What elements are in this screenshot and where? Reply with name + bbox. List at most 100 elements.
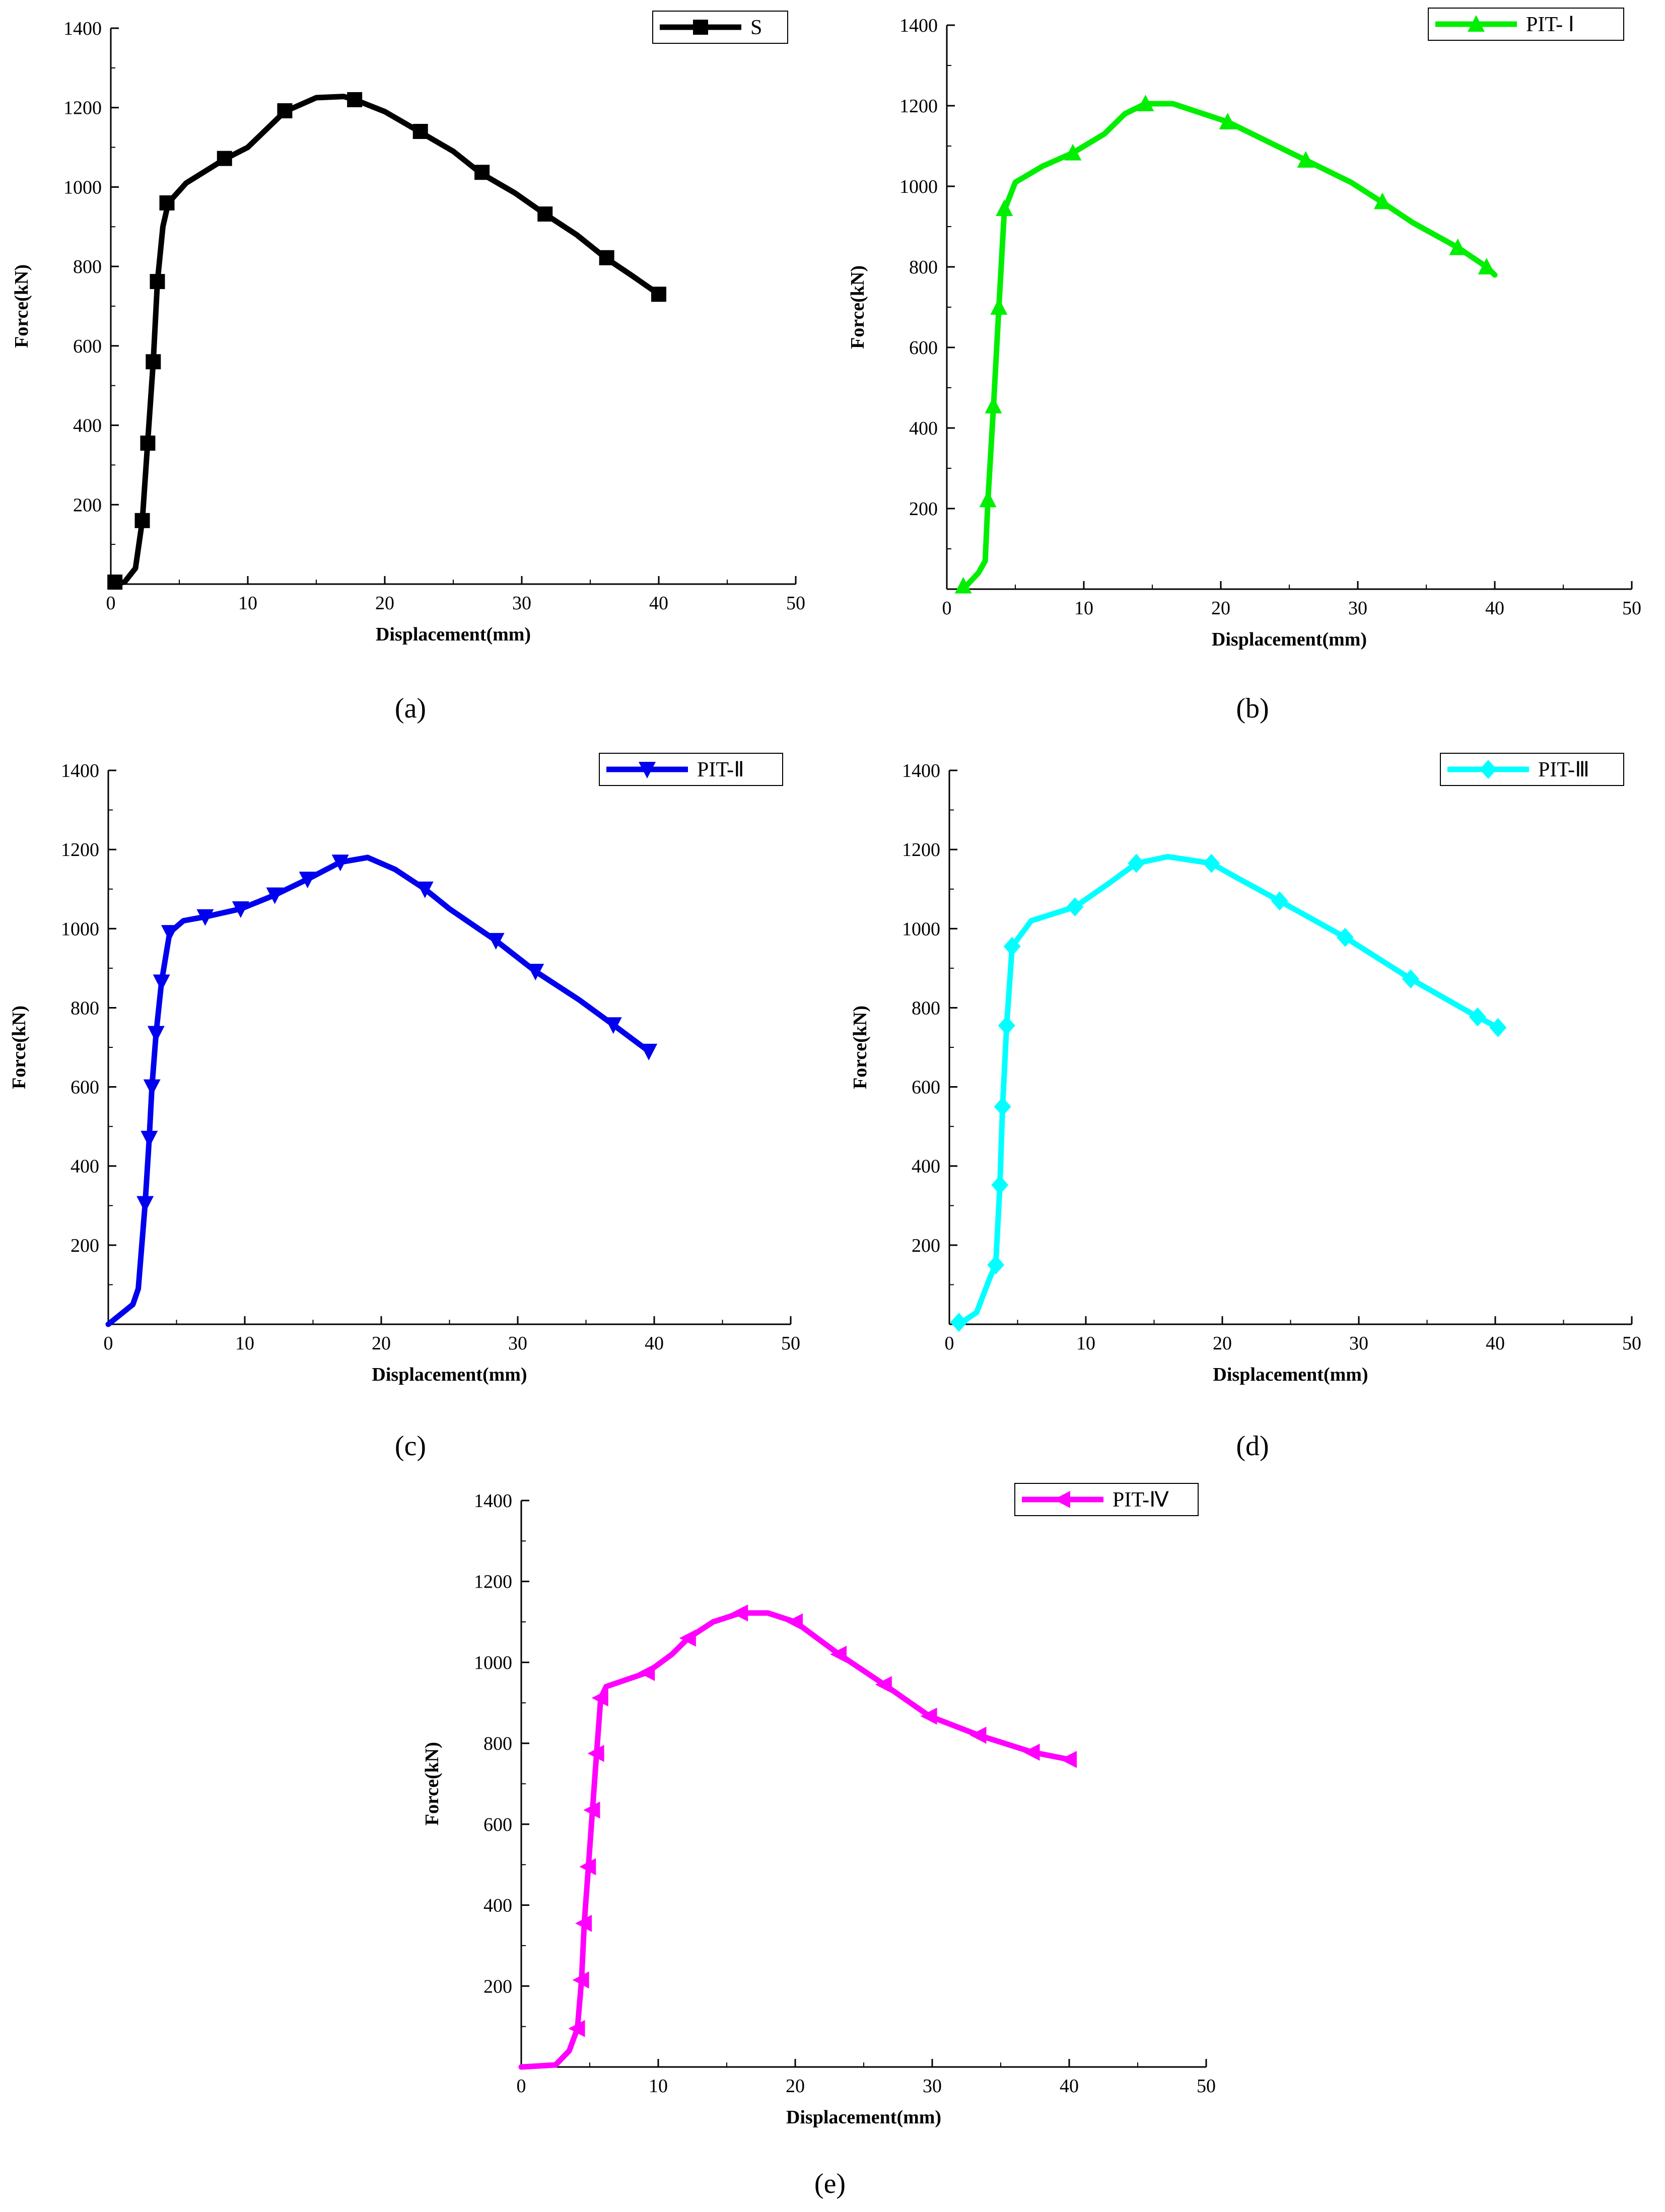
x-tick-label: 40 xyxy=(645,1333,664,1354)
x-tick-label: 40 xyxy=(1060,2076,1079,2097)
data-point xyxy=(1478,258,1495,274)
data-point xyxy=(579,1858,596,1876)
data-point xyxy=(136,1196,154,1213)
y-tick-label: 1000 xyxy=(474,1652,512,1673)
data-point xyxy=(985,397,1002,413)
x-tick-label: 50 xyxy=(1622,1333,1641,1354)
data-point xyxy=(920,1707,937,1725)
chart-panel-b: 0 10 20 30 40 50 200 400 600 800 1000 1200 1400 Displ… xyxy=(847,8,1641,724)
legend-marker xyxy=(693,20,708,35)
y-tick-label: 1000 xyxy=(63,177,102,198)
y-axis-title: Force(kN) xyxy=(847,265,868,349)
chart-panel-d: 0 10 20 30 40 50 200 400 600 800 1000 1200 1400 Displ… xyxy=(850,753,1641,1462)
chart-panel-e: 0 10 20 30 40 50 200 400 600 800 1000 1200 1400 Displ… xyxy=(422,1483,1216,2199)
data-point xyxy=(217,151,232,166)
y-tick-label: 1000 xyxy=(899,176,938,197)
y-tick-label: 1400 xyxy=(61,760,99,781)
legend: PIT-Ⅲ xyxy=(1440,753,1624,786)
x-axis-title: Displacement(mm) xyxy=(786,2107,941,2128)
data-point xyxy=(1402,969,1419,989)
x-tick-label: 50 xyxy=(786,593,805,614)
y-tick-label: 400 xyxy=(483,1895,512,1916)
x-tick-label: 40 xyxy=(649,593,668,614)
data-point xyxy=(134,513,150,528)
data-point xyxy=(604,1017,622,1034)
legend-marker xyxy=(1468,15,1485,32)
data-point xyxy=(679,1629,696,1647)
data-point xyxy=(1449,238,1467,255)
data-point xyxy=(994,1097,1011,1116)
y-tick-label: 400 xyxy=(909,418,938,439)
data-point xyxy=(196,909,214,926)
y-axis-title: Force(kN) xyxy=(850,1006,871,1089)
data-point xyxy=(875,1676,892,1693)
x-tick-label: 20 xyxy=(786,2076,805,2097)
data-point xyxy=(587,1745,604,1762)
x-tick-label: 0 xyxy=(945,1333,954,1354)
y-tick-label: 1200 xyxy=(63,98,102,119)
x-tick-label: 20 xyxy=(375,593,394,614)
legend: PIT-Ⅳ xyxy=(1014,1483,1199,1516)
data-point xyxy=(1128,853,1145,873)
data-point xyxy=(987,1255,1005,1275)
x-tick-label: 10 xyxy=(238,593,257,614)
x-tick-label: 30 xyxy=(923,2076,942,2097)
x-axis-title: Displacement(mm) xyxy=(1212,629,1367,650)
data-point xyxy=(1271,891,1288,911)
x-axis-title: Displacement(mm) xyxy=(372,1364,527,1385)
data-point xyxy=(487,933,505,950)
y-tick-label: 800 xyxy=(73,256,102,277)
legend-label: PIT- Ⅰ xyxy=(1526,13,1574,36)
data-point xyxy=(638,1664,655,1681)
data-point xyxy=(1489,1018,1507,1037)
data-point xyxy=(143,1079,161,1096)
data-point xyxy=(147,1026,165,1043)
data-point xyxy=(416,881,434,898)
panel-caption: (d) xyxy=(1236,1431,1269,1462)
data-point xyxy=(1219,113,1236,129)
x-tick-label: 10 xyxy=(1074,598,1093,619)
y-tick-label: 1000 xyxy=(902,918,940,940)
legend-box xyxy=(1014,1483,1199,1516)
data-point xyxy=(731,1604,748,1622)
y-tick-label: 1000 xyxy=(61,918,99,940)
data-point xyxy=(954,577,972,594)
x-tick-label: 50 xyxy=(1622,598,1641,619)
x-tick-label: 10 xyxy=(1076,1333,1095,1354)
x-tick-label: 20 xyxy=(1213,1333,1232,1354)
y-tick-label: 1400 xyxy=(474,1490,512,1512)
chart-panels: 0 10 20 30 40 50200400600800100012001400Displ… xyxy=(9,8,1641,2199)
y-tick-label: 1400 xyxy=(902,760,940,781)
data-point xyxy=(153,974,170,991)
data-point xyxy=(232,901,249,918)
data-point xyxy=(1469,1007,1486,1027)
x-tick-label: 10 xyxy=(649,2076,668,2097)
x-tick-label: 0 xyxy=(106,593,116,614)
data-point xyxy=(1064,144,1082,161)
chart-panel-c: 0 10 20 30 40 50 200 400 600 800 1000 1200 1400 Displ… xyxy=(9,753,800,1462)
y-tick-label: 600 xyxy=(483,1814,512,1835)
x-tick-label: 20 xyxy=(1211,598,1230,619)
data-point xyxy=(591,1689,608,1707)
y-axis-title: Force(kN) xyxy=(9,1006,30,1089)
data-point xyxy=(1003,937,1021,956)
data-point xyxy=(107,575,123,590)
data-point xyxy=(412,124,428,139)
data-point xyxy=(159,195,175,210)
data-point xyxy=(1373,192,1391,209)
data-point xyxy=(277,103,293,119)
series-line xyxy=(105,854,652,1327)
x-axis-title: Displacement(mm) xyxy=(376,624,531,645)
y-tick-label: 600 xyxy=(71,1077,99,1098)
y-tick-label: 600 xyxy=(909,337,938,359)
x-tick-label: 0 xyxy=(104,1333,113,1354)
series-line xyxy=(956,853,1501,1327)
data-point xyxy=(347,92,363,107)
data-point xyxy=(527,964,544,981)
data-point xyxy=(568,2020,585,2037)
panel-caption: (b) xyxy=(1236,693,1269,724)
y-tick-label: 200 xyxy=(912,1235,940,1256)
y-tick-label: 400 xyxy=(71,1156,99,1177)
y-axis-title: Force(kN) xyxy=(11,264,32,348)
